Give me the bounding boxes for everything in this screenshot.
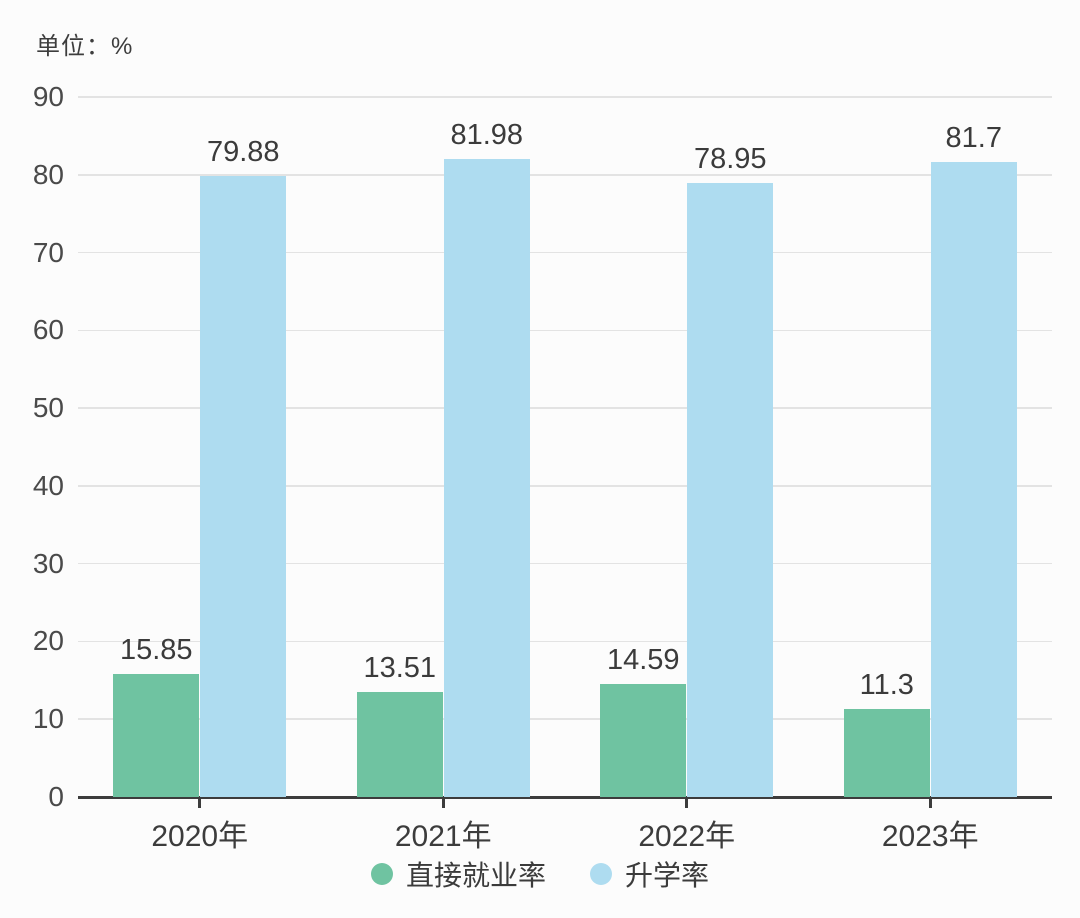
x-axis-tick [685,797,689,808]
y-axis-label: 10 [32,703,64,735]
bar-enrollment-rate [930,161,1017,797]
x-axis-line [78,795,1052,799]
bar-direct-employment-rate [600,683,687,797]
x-axis-tick [928,797,932,808]
legend-label: 直接就业率 [405,860,546,891]
bar-value-label: 11.3 [859,669,914,702]
bar-direct-employment-rate [356,691,443,797]
bar-enrollment-rate [687,182,774,797]
legend-label: 升学率 [625,860,710,891]
gridline [78,329,1052,332]
unit-label: 单位：% [36,33,134,60]
gridline [78,718,1052,720]
y-axis-label: 90 [32,81,64,112]
bar-value-label: 13.51 [363,651,437,684]
y-axis-label: 60 [32,314,64,346]
x-axis-tick [198,797,202,808]
y-axis-label: 40 [32,469,64,501]
x-axis-label: 2022年 [638,820,736,853]
gridline [78,174,1052,176]
gridline [78,96,1052,98]
bar-value-label: 15.85 [119,633,193,666]
x-axis-tick [441,797,445,808]
plot-area: 0 10 20 30 40 50 60 70 80 90 15.85 79.88 2020年 13.51 8… [33,81,1052,853]
bar-value-label: 81.7 [945,121,1002,154]
legend-item-direct-employment-rate: 直接就业率 [370,854,546,894]
y-axis-label: 70 [32,236,64,268]
bar-value-label: 81.98 [450,119,524,152]
bar-value-label: 14.59 [606,643,680,676]
legend-dot-icon [590,863,612,885]
bar-direct-employment-rate [113,673,200,797]
gridline [78,640,1052,643]
x-axis-label: 2021年 [394,820,492,853]
y-axis-label: 30 [32,547,64,579]
legend-dot-icon [370,863,393,885]
legend: 直接就业率 升学率 [0,854,1080,894]
bar-direct-employment-rate [843,709,930,797]
bar-value-label: 79.88 [206,135,280,168]
x-axis-label: 2023年 [881,820,979,853]
y-axis-label: 20 [32,625,64,657]
bar-enrollment-rate [200,175,287,797]
y-axis-label: 0 [48,781,64,812]
gridline [78,407,1052,409]
gridline [78,251,1052,254]
y-axis-label: 50 [32,392,64,424]
y-axis-label: 80 [32,158,64,190]
x-axis-label: 2020年 [151,820,249,853]
gridline [78,562,1052,565]
gridline [78,485,1052,487]
bar-enrollment-rate [443,159,530,797]
legend-item-enrollment-rate: 升学率 [590,854,709,894]
bar-value-label: 78.95 [693,142,767,175]
